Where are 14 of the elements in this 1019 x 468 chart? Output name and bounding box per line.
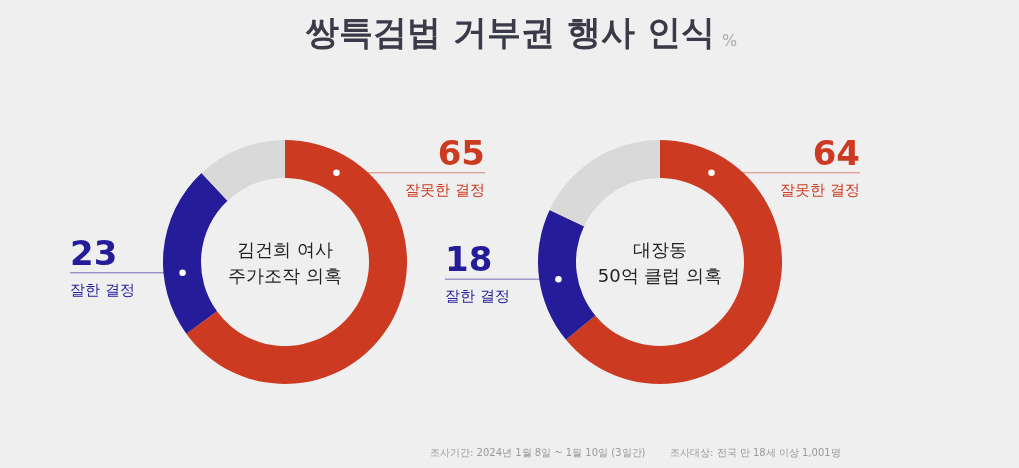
data-label: 64 [812, 132, 860, 173]
data-label: 23 [70, 232, 118, 273]
slice-label: 잘못한 결정 [780, 180, 860, 199]
data-label: 18 [445, 239, 493, 280]
slice-label: 잘한 결정 [445, 287, 510, 306]
slice-label: 잘못한 결정 [405, 180, 485, 199]
text: 조사대상: 전국 만 18세 이상 1,001명 [670, 447, 841, 458]
text: 대장동 50억 클럽 의혹 [597, 239, 723, 286]
data-label: 65 [437, 132, 485, 173]
text: 김건희 여사 주가조작 의혹 [228, 239, 342, 286]
text: % [722, 31, 738, 50]
text: 조사기간: 2024년 1월 8일 ~ 1월 10일 (3일간) [430, 447, 646, 458]
slice-label: 잘한 결정 [70, 280, 135, 299]
chart-title: 쌍특검법 거부권 행사 인식 [305, 12, 715, 52]
